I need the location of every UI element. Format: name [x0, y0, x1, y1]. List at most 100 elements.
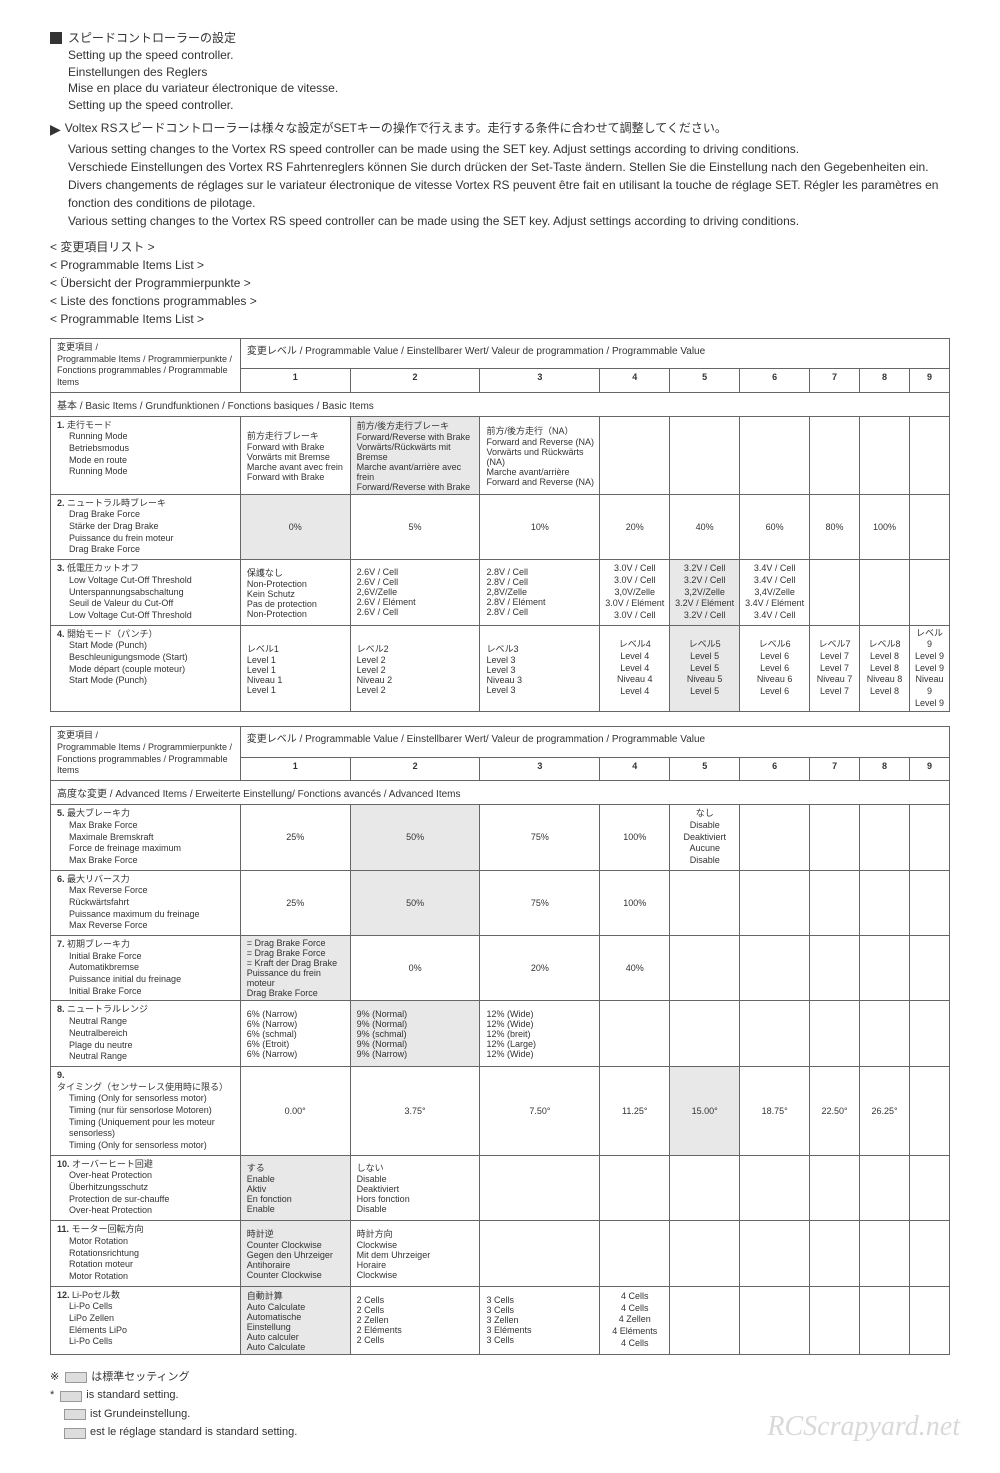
- col-num: 3: [480, 757, 600, 780]
- table-row: 9. タイミング（センサーレス使用時に限る）Timing (Only for s…: [51, 1066, 950, 1155]
- col-num: 7: [810, 757, 860, 780]
- advanced-items-table: 変更項目 /Programmable Items / Programmierpu…: [50, 726, 950, 1354]
- table-row: 10. オーバーヒート回避Over-heat ProtectionÜberhit…: [51, 1155, 950, 1220]
- value-cell: 7.50°: [480, 1066, 600, 1155]
- fn-en-post: is standard setting.: [86, 1387, 178, 1405]
- value-cell: [670, 936, 740, 1001]
- value-cell: [810, 805, 860, 870]
- value-cell: 75%: [480, 870, 600, 935]
- value-cell: レベル1Level 1Level 1Niveau 1Level 1: [240, 625, 350, 712]
- value-cell: [860, 936, 910, 1001]
- grey-box-icon: [65, 1372, 87, 1383]
- col-num: 1: [240, 757, 350, 780]
- arrow-icon: ▶: [50, 121, 61, 138]
- value-cell: レベル9Level 9Level 9Niveau 9Level 9: [909, 625, 949, 712]
- list-en1: < Programmable Items List >: [50, 256, 950, 274]
- category-row: 基本 / Basic Items / Grundfunktionen / Fon…: [51, 392, 950, 416]
- item-label: 9. タイミング（センサーレス使用時に限る）Timing (Only for s…: [51, 1066, 241, 1155]
- value-cell: 20%: [480, 936, 600, 1001]
- value-cell: なしDisableDeaktiviertAucuneDisable: [670, 805, 740, 870]
- value-cell: [860, 805, 910, 870]
- value-cell: 0%: [240, 494, 350, 559]
- value-cell: 保護なしNon-ProtectionKein SchutzPas de prot…: [240, 560, 350, 625]
- value-cell: [860, 1221, 910, 1286]
- value-cell: レベル4Level 4Level 4Niveau 4Level 4: [600, 625, 670, 712]
- value-cell: [810, 416, 860, 494]
- fn-jp-post: は標準セッティング: [91, 1369, 189, 1387]
- value-cell: [860, 1001, 910, 1066]
- value-cell: 2.6V / Cell2.6V / Cell2,6V/Zelle2.6V / E…: [350, 560, 480, 625]
- col-num: 4: [600, 757, 670, 780]
- value-cell: レベル7Level 7Level 7Niveau 7Level 7: [810, 625, 860, 712]
- item-label: 2. ニュートラル時ブレーキDrag Brake ForceStärke der…: [51, 494, 241, 559]
- value-cell: [600, 1001, 670, 1066]
- value-cell: [909, 494, 949, 559]
- value-cell: するEnableAktivEn fonctionEnable: [240, 1155, 350, 1220]
- desc-en2: Various setting changes to the Vortex RS…: [68, 212, 950, 230]
- value-cell: レベル3Level 3Level 3Niveau 3Level 3: [480, 625, 600, 712]
- item-label: 11. モーター回転方向Motor RotationRotationsricht…: [51, 1221, 241, 1286]
- value-cell: [910, 870, 950, 935]
- grey-box-icon: [64, 1428, 86, 1439]
- value-cell: 20%: [600, 494, 670, 559]
- value-cell: 6% (Narrow)6% (Narrow)6% (schmal)6% (Etr…: [240, 1001, 350, 1066]
- desc-de: Verschiede Einstellungen des Vortex RS F…: [68, 158, 950, 176]
- title-de: Einstellungen des Reglers: [68, 64, 338, 81]
- value-cell: 3.0V / Cell3.0V / Cell3,0V/Zelle3.0V / E…: [600, 560, 670, 625]
- items-header: 変更項目 /Programmable Items / Programmierpu…: [51, 727, 241, 781]
- col-num: 6: [740, 757, 810, 780]
- value-cell: [910, 1066, 950, 1155]
- col-num: 9: [910, 757, 950, 780]
- col-num: 2: [350, 369, 480, 392]
- value-cell: 3.2V / Cell3.2V / Cell3,2V/Zelle3.2V / E…: [670, 560, 740, 625]
- value-cell: 自動計算Auto CalculateAutomatische Einstellu…: [240, 1286, 350, 1354]
- value-cell: [740, 1001, 810, 1066]
- category-row: 高度な変更 / Advanced Items / Erweiterte Eins…: [51, 781, 950, 805]
- col-num: 8: [860, 369, 910, 392]
- title-jp: スピードコントローラーの設定: [68, 30, 338, 47]
- desc-en1: Various setting changes to the Vortex RS…: [68, 140, 950, 158]
- value-cell: 50%: [350, 870, 480, 935]
- col-num: 9: [909, 369, 949, 392]
- table-row: 3. 低電圧カットオフLow Voltage Cut-Off Threshold…: [51, 560, 950, 625]
- footnote: ※ は標準セッティング * is standard setting. ist G…: [50, 1369, 950, 1442]
- item-label: 12. Li-Poセル数Li-Po CellsLiPo ZellenElémen…: [51, 1286, 241, 1354]
- value-cell: [860, 416, 910, 494]
- fn-de-post: ist Grundeinstellung.: [90, 1406, 190, 1424]
- table-row: 7. 初期ブレーキ力Initial Brake ForceAutomatikbr…: [51, 936, 950, 1001]
- value-cell: 時計方向ClockwiseMit dem UhrzeigerHoraireClo…: [350, 1221, 480, 1286]
- section-desc: ▶ Voltex RSスピードコントローラーは様々な設定がSETキーの操作で行え…: [50, 120, 950, 138]
- col-num: 2: [350, 757, 480, 780]
- value-cell: レベル5Level 5Level 5Niveau 5Level 5: [670, 625, 740, 712]
- value-cell: [670, 1221, 740, 1286]
- list-headers: < 変更項目リスト > < Programmable Items List > …: [50, 238, 950, 328]
- fn-jp-pre: ※: [50, 1369, 59, 1387]
- col-num: 5: [670, 757, 740, 780]
- value-cell: [810, 936, 860, 1001]
- value-cell: [670, 1155, 740, 1220]
- value-cell: [909, 416, 949, 494]
- item-label: 3. 低電圧カットオフLow Voltage Cut-Off Threshold…: [51, 560, 241, 625]
- value-cell: 3.4V / Cell3.4V / Cell3,4V/Zelle3.4V / E…: [740, 560, 810, 625]
- list-de: < Übersicht der Programmierpunkte >: [50, 274, 950, 292]
- value-cell: [600, 416, 670, 494]
- item-label: 6. 最大リバース力Max Reverse ForceRückwärtsfahr…: [51, 870, 241, 935]
- value-cell: [910, 1221, 950, 1286]
- value-cell: 12% (Wide)12% (Wide)12% (breit)12% (Larg…: [480, 1001, 600, 1066]
- col-num: 3: [480, 369, 600, 392]
- desc-fr: Divers changements de réglages sur le va…: [68, 176, 950, 212]
- value-cell: 75%: [480, 805, 600, 870]
- value-cell: 80%: [810, 494, 860, 559]
- value-cell: [670, 870, 740, 935]
- value-cell: [910, 1286, 950, 1354]
- table-row: 1. 走行モードRunning ModeBetriebsmodusMode en…: [51, 416, 950, 494]
- value-cell: レベル8Level 8Level 8Niveau 8Level 8: [860, 625, 910, 712]
- value-cell: 0.00°: [240, 1066, 350, 1155]
- value-cell: 15.00°: [670, 1066, 740, 1155]
- basic-items-table: 変更項目 /Programmable Items / Programmierpu…: [50, 338, 950, 712]
- value-cell: [910, 1155, 950, 1220]
- value-cell: [910, 936, 950, 1001]
- value-cell: 前方/後方走行（NA）Forward and Reverse (NA)Vorwä…: [480, 416, 600, 494]
- value-cell: [740, 870, 810, 935]
- value-cell: [670, 416, 740, 494]
